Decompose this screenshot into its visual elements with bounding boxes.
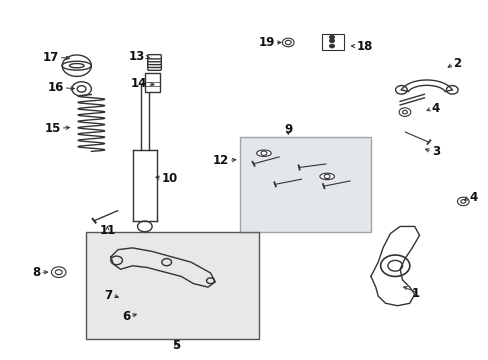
Circle shape <box>329 44 334 48</box>
FancyBboxPatch shape <box>147 60 161 64</box>
Text: 8: 8 <box>32 266 40 279</box>
Text: 16: 16 <box>47 81 63 94</box>
FancyBboxPatch shape <box>147 66 161 70</box>
Text: 17: 17 <box>42 51 59 64</box>
Text: 9: 9 <box>284 123 292 136</box>
Bar <box>86 232 259 339</box>
Ellipse shape <box>319 173 334 180</box>
Ellipse shape <box>256 150 271 157</box>
Text: 4: 4 <box>431 102 439 115</box>
Text: 1: 1 <box>410 287 419 300</box>
Text: 15: 15 <box>44 122 61 135</box>
Ellipse shape <box>62 61 91 70</box>
Circle shape <box>329 39 334 42</box>
Text: 5: 5 <box>172 338 180 351</box>
Text: 2: 2 <box>453 57 461 71</box>
Bar <box>322 33 344 50</box>
Bar <box>145 73 160 93</box>
FancyBboxPatch shape <box>147 58 161 62</box>
FancyBboxPatch shape <box>147 63 161 67</box>
Text: 19: 19 <box>258 36 274 49</box>
Circle shape <box>329 35 334 39</box>
Text: 12: 12 <box>212 154 228 167</box>
Text: 6: 6 <box>122 310 130 323</box>
Text: 3: 3 <box>431 145 439 158</box>
Text: 11: 11 <box>99 224 115 237</box>
Text: 18: 18 <box>356 40 372 53</box>
Ellipse shape <box>69 64 84 68</box>
Text: 7: 7 <box>104 288 112 302</box>
Bar <box>239 137 370 232</box>
Text: 4: 4 <box>468 192 476 204</box>
Text: 10: 10 <box>162 172 178 185</box>
Text: 14: 14 <box>131 77 147 90</box>
Text: 13: 13 <box>128 50 144 63</box>
FancyBboxPatch shape <box>147 55 161 59</box>
